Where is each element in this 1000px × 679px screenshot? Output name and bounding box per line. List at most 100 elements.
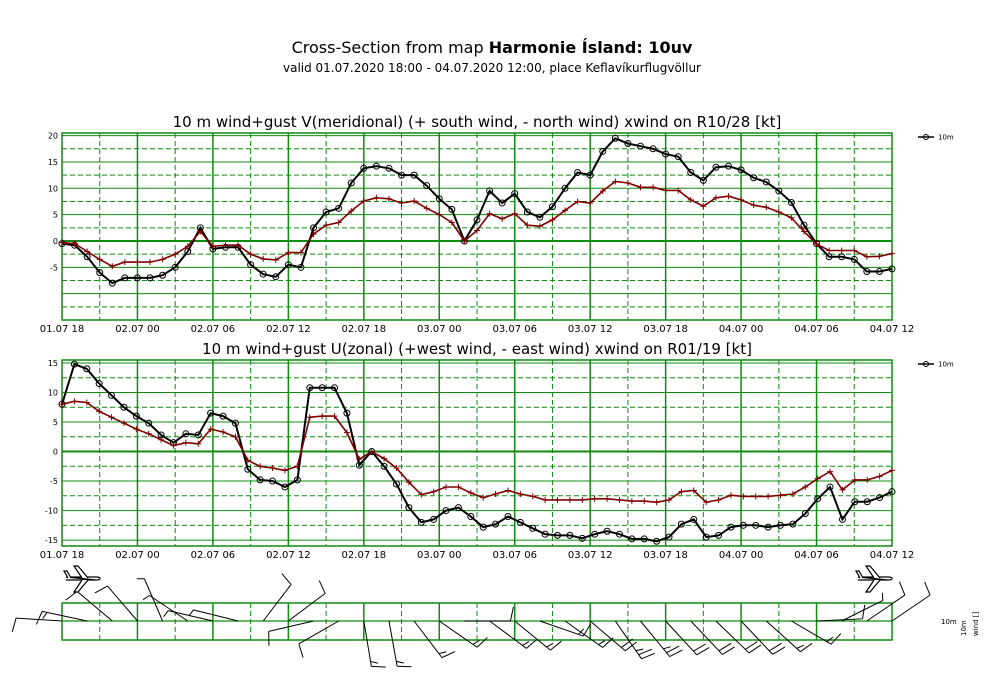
y-tick-label: 0 [53, 448, 58, 457]
wind-barb-feather [472, 639, 480, 645]
airplane-wings [72, 565, 89, 593]
wind-barb-strip: 10m 10m wind [] [11, 565, 980, 668]
data-point [603, 527, 611, 535]
data-point [674, 153, 682, 161]
data-point [170, 442, 177, 449]
y-tick-label: -5 [50, 263, 58, 272]
data-point [775, 187, 783, 195]
data-point [863, 253, 870, 260]
airplane-wings [864, 565, 881, 593]
data-point [310, 231, 317, 238]
data-point [616, 496, 623, 503]
data-point [574, 198, 581, 205]
data-point [889, 467, 895, 474]
data-point [171, 263, 179, 271]
data-point [727, 492, 734, 499]
legend-label: 10m [938, 361, 954, 369]
wind-barb-feather [638, 648, 653, 656]
data-point [740, 493, 747, 500]
data-point [789, 491, 796, 498]
x-tick-label: 03.07 00 [417, 324, 462, 335]
wind-barb [841, 599, 884, 622]
data-point [665, 533, 673, 541]
data-point [159, 271, 167, 279]
data-point [715, 496, 722, 503]
airplane-tail [854, 570, 864, 579]
wind-barb-feather [624, 641, 637, 652]
data-point [492, 491, 499, 498]
data-point [542, 496, 549, 503]
data-point [410, 171, 418, 179]
data-point [59, 239, 65, 246]
wind-barb [42, 610, 88, 622]
data-point [70, 360, 78, 368]
data-point [454, 504, 462, 512]
data-point [750, 202, 757, 209]
data-point [511, 210, 518, 217]
data-point [96, 269, 104, 277]
data-point [504, 487, 511, 494]
data-point [121, 274, 129, 282]
data-point [650, 184, 657, 191]
data-point [725, 193, 732, 200]
data-point [864, 476, 871, 483]
wind-barb-feather [94, 585, 108, 594]
data-point [256, 476, 264, 484]
x-tick-label: 03.07 12 [568, 550, 613, 561]
data-point [448, 219, 455, 226]
data-point [499, 215, 506, 222]
data-point [195, 440, 202, 447]
data-point [381, 455, 388, 462]
data-point [737, 166, 745, 174]
data-point [343, 429, 350, 436]
data-point [356, 456, 363, 463]
data-point [813, 241, 820, 248]
data-point [59, 401, 65, 408]
data-point [653, 537, 661, 545]
data-point [703, 499, 710, 506]
data-point [554, 531, 562, 539]
data-point [826, 247, 833, 254]
data-point [789, 520, 797, 528]
data-point [702, 533, 710, 541]
data-point [71, 240, 78, 247]
data-point [838, 247, 845, 254]
data-point [285, 249, 292, 256]
data-point [145, 419, 153, 427]
wind-barb-feather [772, 646, 786, 655]
airplane-tail [62, 570, 72, 579]
data-point [133, 274, 141, 282]
data-point [511, 190, 519, 198]
wind-barb-feather [522, 641, 530, 646]
data-point [293, 476, 301, 484]
y-tick-label: 10 [48, 388, 58, 397]
panel-title: 10 m wind+gust U(zonal) (+west wind, - e… [202, 340, 752, 358]
data-point [430, 515, 438, 523]
wind-barb-feather [621, 638, 634, 648]
data-point [801, 510, 809, 518]
data-point [561, 184, 569, 192]
x-tick-label: 03.07 18 [643, 550, 688, 561]
data-point [712, 163, 720, 171]
wind-barb-feather [663, 646, 671, 650]
data-point [335, 219, 342, 226]
legend-marker [923, 134, 929, 140]
main-title-bold: Harmonie Ísland: 10uv [488, 38, 693, 57]
x-tick-label: 02.07 18 [342, 324, 387, 335]
data-point [876, 473, 883, 480]
x-tick-label: 02.07 00 [115, 550, 160, 561]
data-point [360, 197, 367, 204]
x-tick-label: 01.07 18 [40, 550, 85, 561]
wind-barb-feather [396, 660, 404, 664]
data-point [398, 171, 406, 179]
data-point [675, 187, 682, 194]
data-point [628, 498, 635, 505]
wind-barb-feather [800, 642, 813, 653]
data-point [385, 195, 392, 202]
data-point [649, 145, 657, 153]
data-point [96, 256, 103, 263]
wind-barb-feather [35, 611, 43, 625]
wind-barb [149, 595, 189, 622]
data-point [851, 476, 858, 483]
airplane-fuselage [65, 576, 101, 581]
